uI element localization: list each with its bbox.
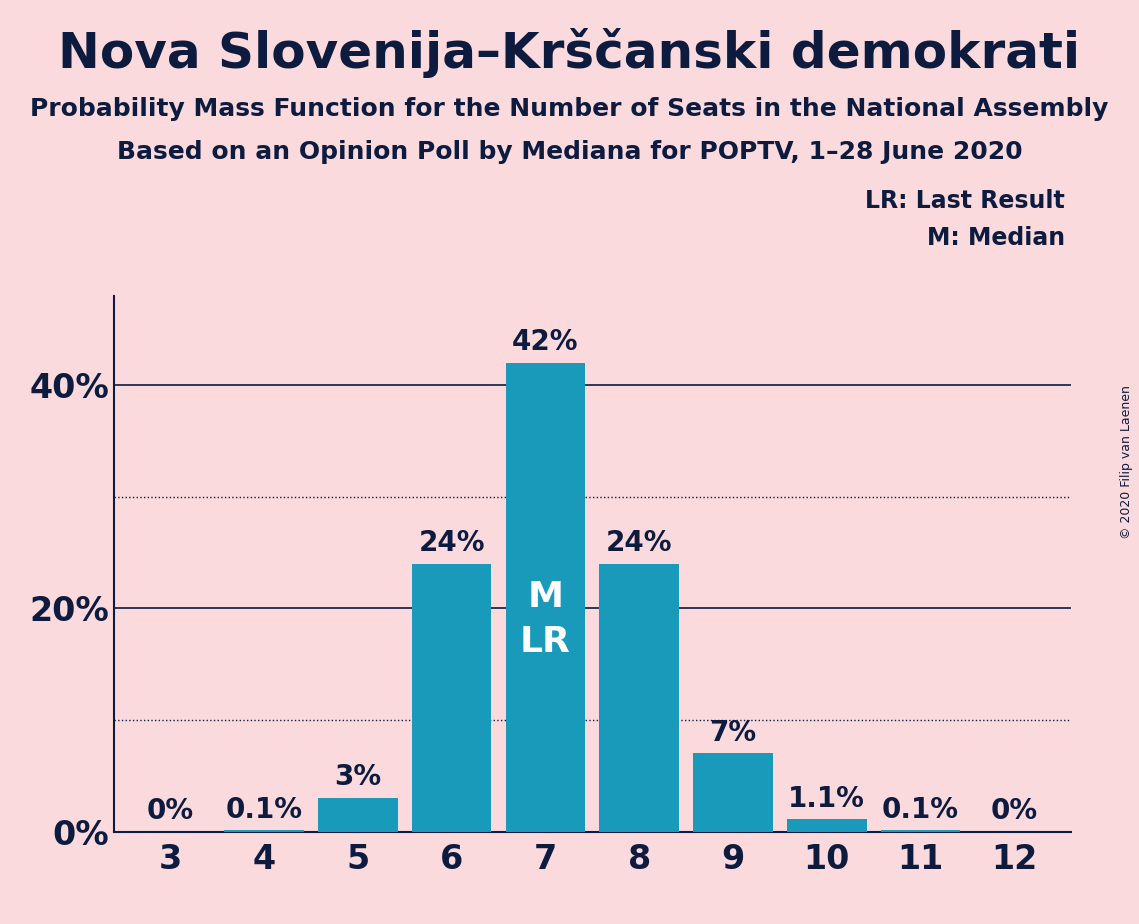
Text: M
LR: M LR <box>519 580 571 659</box>
Bar <box>787 820 867 832</box>
Text: LR: Last Result: LR: Last Result <box>866 189 1065 213</box>
Text: 0%: 0% <box>991 796 1038 825</box>
Text: Probability Mass Function for the Number of Seats in the National Assembly: Probability Mass Function for the Number… <box>31 97 1108 121</box>
Bar <box>318 798 398 832</box>
Text: 7%: 7% <box>710 719 756 747</box>
Text: 0%: 0% <box>147 796 194 825</box>
Bar <box>224 831 304 832</box>
Text: 0.1%: 0.1% <box>226 796 303 824</box>
Bar <box>694 753 773 832</box>
Text: 24%: 24% <box>606 529 672 557</box>
Text: M: Median: M: Median <box>927 226 1065 250</box>
Text: 42%: 42% <box>513 328 579 356</box>
Text: 3%: 3% <box>334 763 382 791</box>
Text: Based on an Opinion Poll by Mediana for POPTV, 1–28 June 2020: Based on an Opinion Poll by Mediana for … <box>116 140 1023 164</box>
Text: Nova Slovenija–Krščanski demokrati: Nova Slovenija–Krščanski demokrati <box>58 28 1081 78</box>
Text: 0.1%: 0.1% <box>882 796 959 824</box>
Bar <box>506 363 585 832</box>
Bar <box>880 831 960 832</box>
Text: © 2020 Filip van Laenen: © 2020 Filip van Laenen <box>1121 385 1133 539</box>
Bar <box>411 564 491 832</box>
Bar <box>599 564 679 832</box>
Text: 1.1%: 1.1% <box>788 784 866 812</box>
Text: 24%: 24% <box>418 529 485 557</box>
